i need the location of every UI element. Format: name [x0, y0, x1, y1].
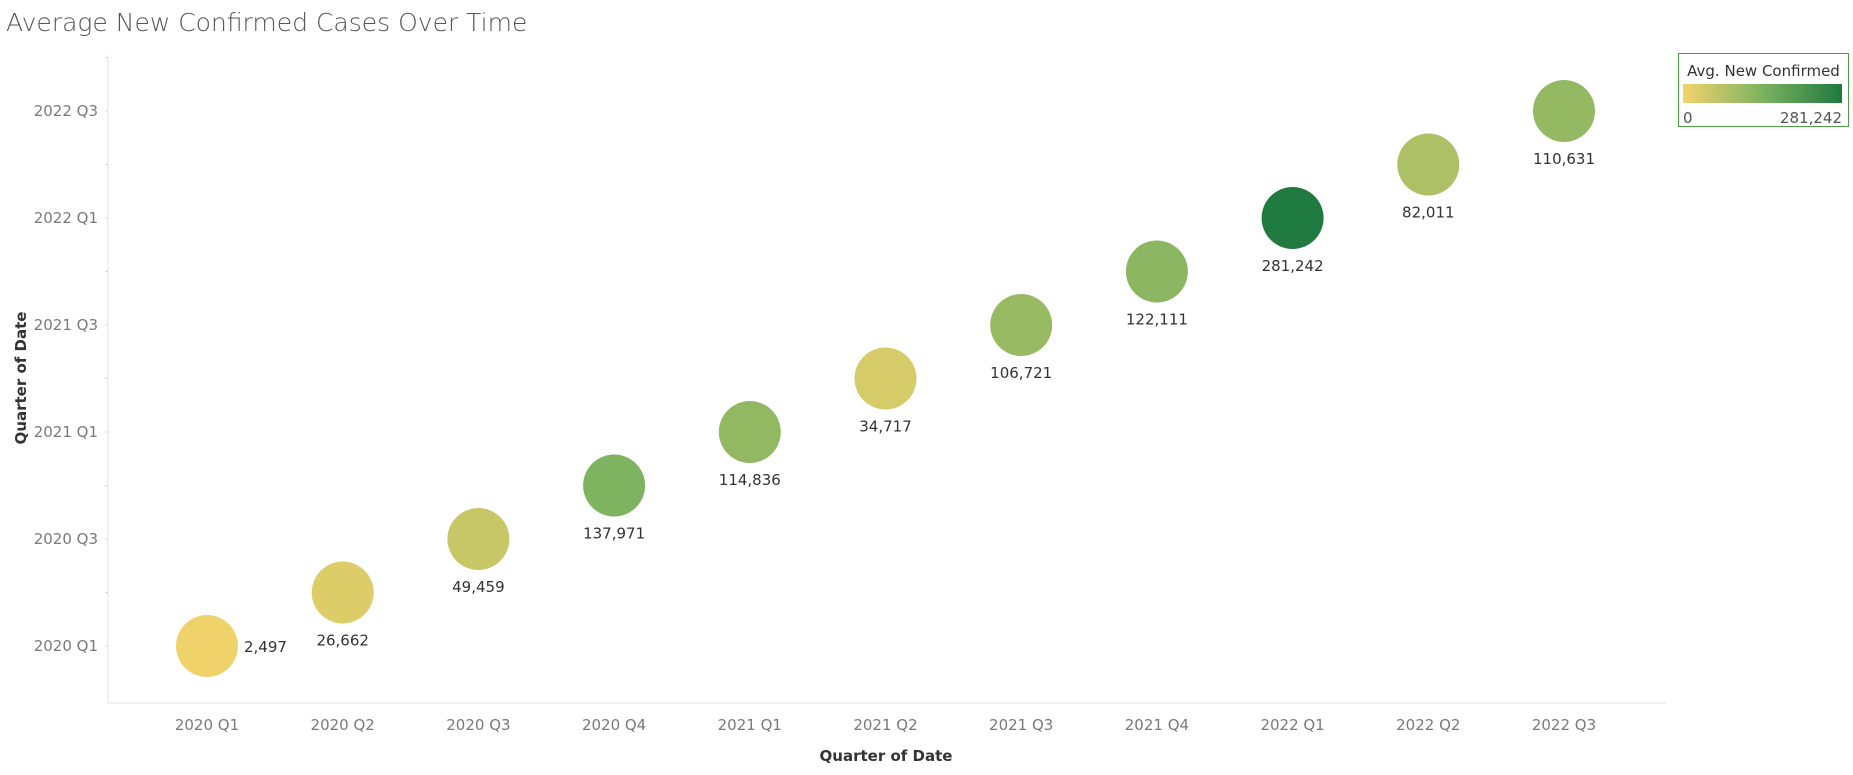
y-tick-label: 2020 Q1 — [34, 637, 98, 655]
y-tick-label: 2021 Q1 — [34, 423, 98, 441]
x-tick-label: 2020 Q1 — [175, 716, 239, 734]
data-point[interactable] — [1397, 133, 1460, 196]
data-point[interactable] — [854, 347, 917, 410]
legend-min-label: 0 — [1683, 109, 1693, 127]
data-point[interactable] — [1125, 240, 1188, 303]
x-tick-label: 2020 Q2 — [311, 716, 375, 734]
data-point[interactable] — [990, 294, 1053, 356]
legend-max-label: 281,242 — [1779, 109, 1842, 127]
x-tick-label: 2022 Q1 — [1260, 716, 1324, 734]
data-point[interactable] — [1261, 187, 1324, 249]
y-tick-label: 2021 Q3 — [34, 316, 98, 334]
data-label: 34,717 — [859, 418, 912, 436]
color-legend[interactable]: Avg. New Confirmed 0 281,242 — [1678, 53, 1849, 127]
data-point[interactable] — [176, 615, 238, 677]
data-label: 49,459 — [452, 578, 505, 596]
x-tick-label: 2021 Q2 — [853, 716, 917, 734]
x-tick-label: 2020 Q3 — [446, 716, 510, 734]
data-label: 281,242 — [1262, 257, 1324, 275]
data-point[interactable] — [583, 454, 646, 517]
legend-gradient-bar — [1683, 84, 1842, 103]
data-label: 114,836 — [719, 471, 781, 489]
y-axis-title: Quarter of Date — [12, 312, 30, 445]
data-label: 106,721 — [990, 364, 1052, 382]
y-tick-label: 2020 Q3 — [34, 530, 98, 548]
x-tick-label: 2021 Q4 — [1125, 716, 1189, 734]
data-point[interactable] — [447, 508, 510, 570]
data-label: 26,662 — [316, 632, 369, 650]
data-label: 137,971 — [583, 525, 645, 543]
x-tick-label: 2022 Q2 — [1396, 716, 1460, 734]
x-axis-title: Quarter of Date — [820, 747, 953, 765]
legend-title: Avg. New Confirmed — [1687, 62, 1840, 80]
chart-title: Average New Confirmed Cases Over Time — [6, 8, 528, 37]
x-tick-label: 2020 Q4 — [582, 716, 646, 734]
y-tick-label: 2022 Q1 — [34, 209, 98, 227]
data-point[interactable] — [718, 401, 781, 463]
data-point[interactable] — [311, 561, 374, 624]
data-label: 82,011 — [1402, 204, 1455, 222]
data-label: 2,497 — [244, 638, 287, 656]
x-tick-label: 2021 Q1 — [718, 716, 782, 734]
data-point[interactable] — [1533, 80, 1595, 142]
data-label: 110,631 — [1533, 150, 1595, 168]
x-tick-label: 2022 Q3 — [1532, 716, 1596, 734]
y-tick-label: 2022 Q3 — [34, 102, 98, 120]
x-tick-label: 2021 Q3 — [989, 716, 1053, 734]
data-label: 122,111 — [1126, 311, 1188, 329]
